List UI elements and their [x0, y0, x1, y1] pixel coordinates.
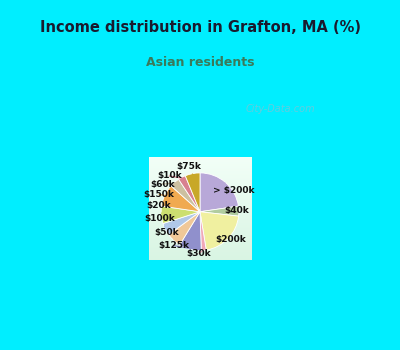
Text: $10k: $10k	[157, 172, 182, 181]
Text: $60k: $60k	[150, 180, 175, 189]
Text: $100k: $100k	[145, 215, 176, 229]
Text: $150k: $150k	[144, 190, 174, 199]
Wedge shape	[162, 186, 200, 212]
Text: $75k: $75k	[176, 162, 201, 174]
Wedge shape	[169, 212, 200, 245]
Wedge shape	[171, 179, 200, 212]
Text: $125k: $125k	[158, 241, 190, 250]
Text: Asian residents: Asian residents	[146, 56, 254, 70]
Wedge shape	[161, 206, 200, 224]
Wedge shape	[185, 173, 200, 212]
Wedge shape	[180, 212, 201, 251]
Text: $20k: $20k	[147, 201, 172, 215]
Wedge shape	[200, 173, 238, 212]
Text: $40k: $40k	[224, 206, 249, 215]
Wedge shape	[163, 212, 200, 235]
Text: $200k: $200k	[215, 235, 246, 244]
Text: City-Data.com: City-Data.com	[246, 104, 316, 114]
Wedge shape	[200, 212, 206, 251]
Wedge shape	[200, 212, 238, 250]
Text: > $200k: > $200k	[213, 183, 254, 195]
Text: Income distribution in Grafton, MA (%): Income distribution in Grafton, MA (%)	[40, 21, 360, 35]
Text: $30k: $30k	[187, 249, 211, 258]
Text: $50k: $50k	[154, 228, 178, 240]
Wedge shape	[179, 176, 200, 212]
Wedge shape	[200, 206, 239, 216]
